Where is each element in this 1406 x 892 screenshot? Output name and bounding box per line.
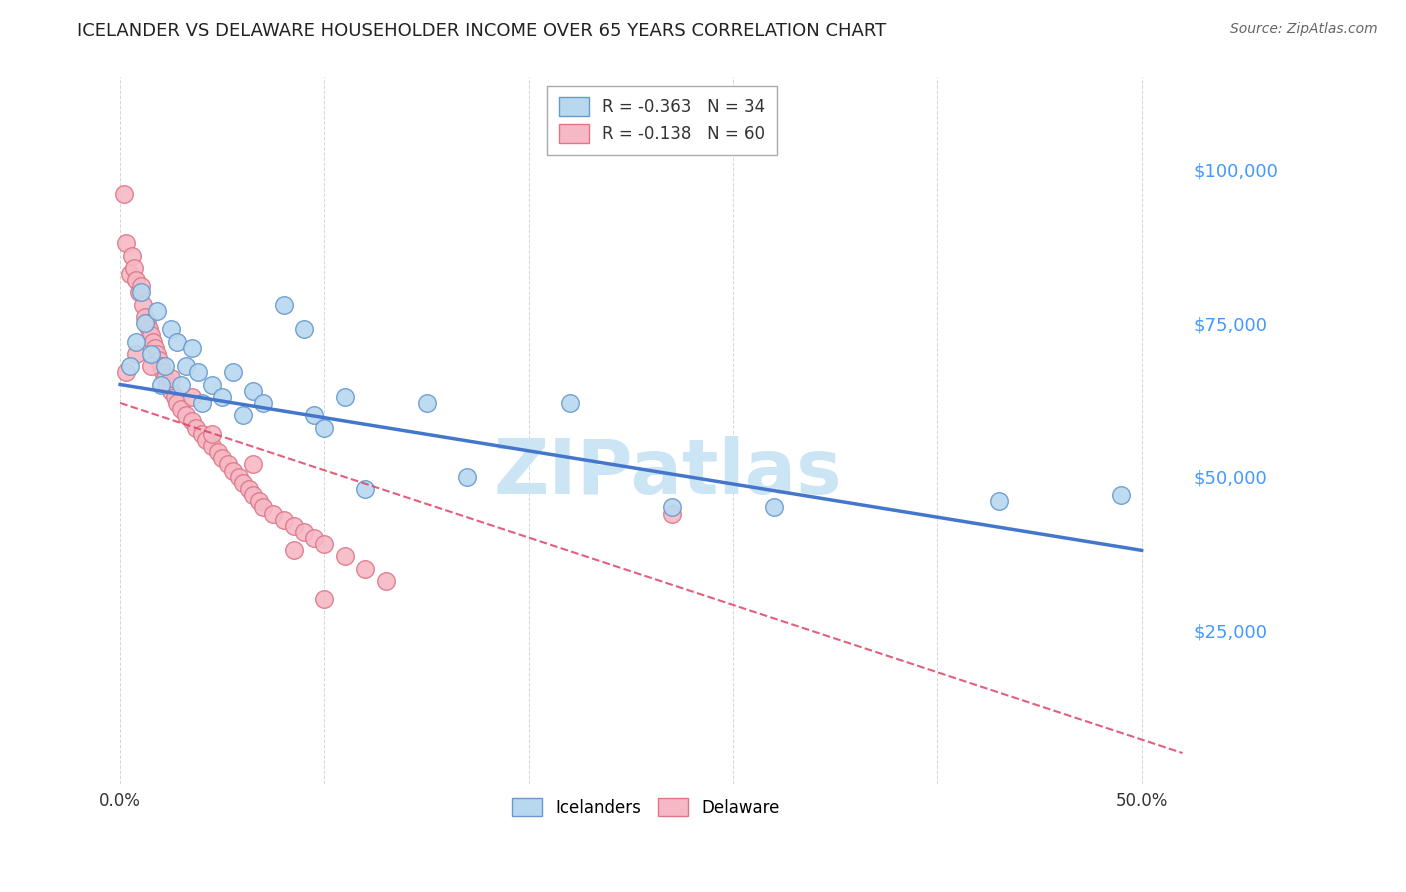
Point — [180, 414, 202, 428]
Point — [221, 365, 243, 379]
Point — [121, 248, 143, 262]
Point — [314, 592, 336, 607]
Point — [115, 236, 138, 251]
Point — [115, 365, 138, 379]
Point — [292, 524, 315, 539]
Point — [152, 365, 174, 379]
Point — [142, 334, 165, 349]
Point — [120, 359, 142, 373]
Point — [273, 298, 295, 312]
Point — [1109, 488, 1132, 502]
Point — [174, 409, 197, 423]
Point — [153, 371, 176, 385]
Point — [987, 494, 1010, 508]
Point — [143, 341, 166, 355]
Point — [150, 377, 173, 392]
Point — [211, 390, 233, 404]
Point — [160, 322, 183, 336]
Point — [153, 359, 176, 373]
Point — [232, 409, 254, 423]
Point — [247, 494, 270, 508]
Point — [374, 574, 396, 588]
Point — [125, 334, 148, 349]
Point — [661, 500, 683, 515]
Point — [139, 328, 162, 343]
Point — [124, 260, 146, 275]
Point — [180, 390, 202, 404]
Point — [252, 500, 274, 515]
Point — [762, 500, 785, 515]
Point — [333, 549, 356, 564]
Point — [242, 384, 264, 398]
Point — [221, 463, 243, 477]
Point — [302, 531, 325, 545]
Point — [125, 273, 148, 287]
Point — [170, 377, 193, 392]
Point — [165, 390, 187, 404]
Point — [201, 426, 224, 441]
Point — [415, 396, 437, 410]
Point — [125, 347, 148, 361]
Point — [333, 390, 356, 404]
Point — [456, 469, 478, 483]
Point — [242, 488, 264, 502]
Point — [166, 396, 188, 410]
Point — [134, 316, 156, 330]
Point — [228, 469, 250, 483]
Point — [146, 347, 169, 361]
Point — [170, 402, 193, 417]
Point — [273, 513, 295, 527]
Point — [211, 451, 233, 466]
Point — [180, 341, 202, 355]
Text: ZIPatlas: ZIPatlas — [494, 436, 842, 510]
Point — [129, 279, 152, 293]
Point — [238, 482, 260, 496]
Point — [354, 482, 377, 496]
Point — [207, 445, 229, 459]
Point — [156, 377, 179, 392]
Point — [120, 267, 142, 281]
Point — [160, 384, 183, 398]
Point — [354, 562, 377, 576]
Text: ICELANDER VS DELAWARE HOUSEHOLDER INCOME OVER 65 YEARS CORRELATION CHART: ICELANDER VS DELAWARE HOUSEHOLDER INCOME… — [77, 22, 887, 40]
Point — [191, 396, 214, 410]
Point — [191, 426, 214, 441]
Point — [138, 322, 160, 336]
Point — [217, 458, 239, 472]
Point — [150, 359, 173, 373]
Point — [139, 359, 162, 373]
Point — [174, 359, 197, 373]
Point — [187, 365, 209, 379]
Point — [661, 507, 683, 521]
Point — [166, 334, 188, 349]
Point — [160, 371, 183, 385]
Point — [135, 316, 157, 330]
Point — [146, 303, 169, 318]
Point — [232, 475, 254, 490]
Point — [242, 458, 264, 472]
Legend: Icelanders, Delaware: Icelanders, Delaware — [505, 789, 789, 825]
Point — [314, 420, 336, 434]
Point — [128, 285, 150, 300]
Point — [292, 322, 315, 336]
Point — [148, 353, 170, 368]
Point — [134, 310, 156, 324]
Point — [201, 439, 224, 453]
Point — [131, 298, 153, 312]
Point — [129, 285, 152, 300]
Point — [314, 537, 336, 551]
Point — [558, 396, 581, 410]
Point — [112, 187, 135, 202]
Point — [283, 543, 305, 558]
Point — [201, 377, 224, 392]
Point — [252, 396, 274, 410]
Point — [139, 347, 162, 361]
Point — [302, 409, 325, 423]
Text: Source: ZipAtlas.com: Source: ZipAtlas.com — [1230, 22, 1378, 37]
Point — [262, 507, 284, 521]
Point — [194, 433, 217, 447]
Point — [283, 518, 305, 533]
Point — [184, 420, 207, 434]
